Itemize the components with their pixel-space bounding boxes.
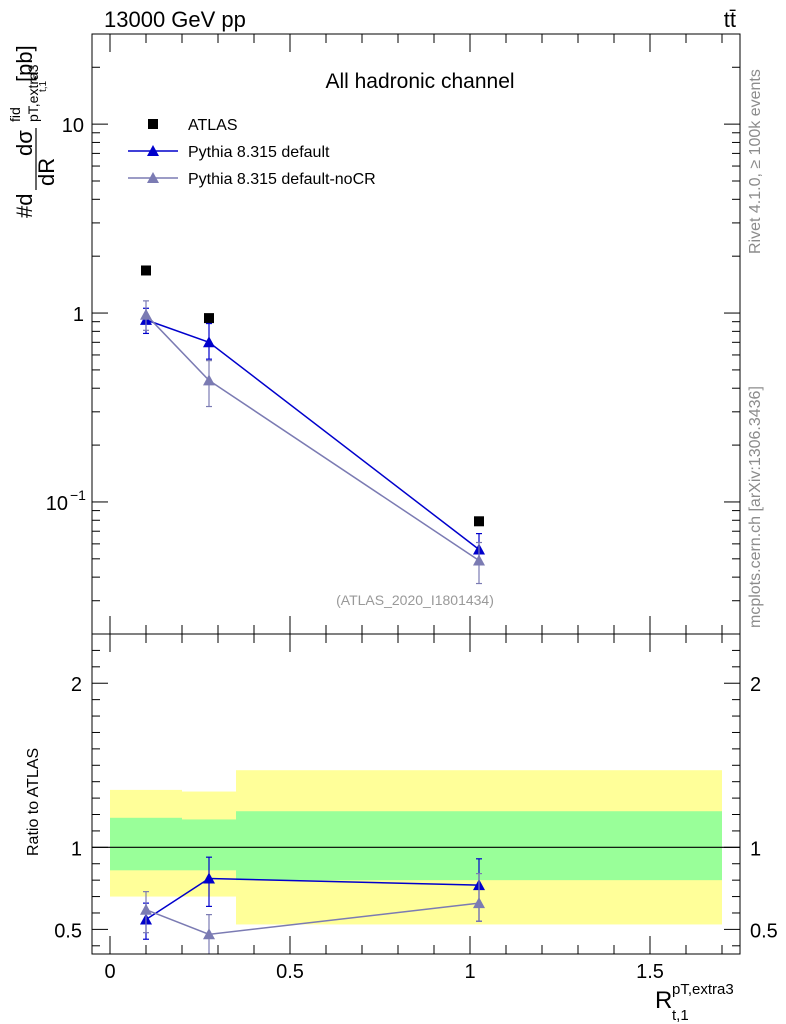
x-label-subscript: t,1	[672, 1007, 689, 1024]
legend-label: Pythia 8.315 default	[188, 144, 330, 161]
legend-label: Pythia 8.315 default-noCR	[188, 171, 376, 188]
ratio-y-tick-label-right: 0.5	[750, 920, 778, 942]
ratio-y-tick-label-left: 1	[71, 838, 82, 860]
side-text-mcplots: mcplots.cern.ch [arXiv:1306.3436]	[747, 386, 764, 628]
x-tick-label: 1	[464, 961, 475, 983]
x-label-superscript: pT,extra3	[672, 981, 734, 998]
data-point-square	[474, 516, 484, 527]
analysis-id-annotation: (ATLAS_2020_I1801434)	[336, 592, 494, 608]
x-tick-label: 0.5	[276, 961, 304, 983]
ratio-y-tick-label-left: 0.5	[54, 920, 82, 942]
header-process-label: tt̄	[724, 7, 736, 32]
ratio-data-point-triangle	[203, 872, 215, 884]
x-label-main: R	[655, 987, 672, 1014]
legend-marker-triangle	[147, 172, 159, 183]
main-title: All hadronic channel	[325, 70, 514, 93]
y-label-subsubscript: t,1	[38, 80, 49, 92]
x-tick-label: 0	[104, 961, 115, 983]
ratio-frame	[91, 633, 741, 955]
series-pythia-8-315-default-nocr	[140, 300, 485, 585]
data-point-triangle	[140, 308, 152, 320]
data-point-triangle	[203, 374, 215, 386]
y-label-superscript: fid	[7, 107, 23, 122]
x-tick-label: 1.5	[636, 961, 664, 983]
series-pythia-8-315-default	[140, 307, 485, 563]
y-tick-label: 10	[46, 493, 68, 515]
y-label-numerator: dσ	[12, 130, 37, 156]
main-y-axis-label: #d dσ fid pT,extra3 t,1 dR [pb]	[7, 45, 59, 218]
y-tick-label: 1	[73, 304, 84, 326]
side-text-rivet: Rivet 4.1.0, ≥ 100k events	[747, 69, 764, 254]
data-point-triangle	[473, 554, 485, 566]
data-point-square	[141, 265, 151, 276]
ratio-data-point-triangle	[203, 928, 215, 940]
series-line	[145, 319, 480, 551]
ratio-plot-panel: 0.5 0.5 1 1 2 2 0 0.5 1 1.5 Ratio to ATLAS R pT,…	[25, 633, 778, 1024]
legend: ATLAS Pythia 8.315 default Pythia 8.315 de…	[128, 117, 376, 188]
ratio-y-tick-label-right: 2	[750, 674, 761, 696]
legend-marker-square	[148, 119, 158, 129]
legend-marker-triangle	[147, 145, 159, 156]
y-tick-label: 10	[62, 115, 84, 137]
data-point-square	[204, 313, 214, 324]
y-label-subscript: pT,extra3	[25, 64, 41, 122]
uncertainty-band-inner	[110, 817, 182, 871]
x-axis-label: R pT,extra3 t,1	[655, 981, 734, 1024]
data-point-triangle	[203, 336, 215, 348]
y-label-denominator: dR	[34, 158, 59, 186]
series-line	[145, 314, 480, 562]
legend-entry: Pythia 8.315 default	[128, 144, 330, 161]
ratio-data-point-triangle	[473, 897, 485, 909]
ratio-y-tick-label-left: 2	[71, 674, 82, 696]
series-atlas	[141, 265, 484, 527]
header-energy-label: 13000 GeV pp	[104, 7, 246, 32]
y-tick-label-exponent: −1	[70, 487, 86, 503]
legend-entry: ATLAS	[148, 117, 238, 134]
ratio-series-pythia-8-315-default-nocr	[140, 872, 485, 954]
y-label-unit: [pb]	[12, 45, 37, 82]
ratio-data-point-triangle	[140, 903, 152, 915]
ratio-y-axis-label: Ratio to ATLAS	[25, 748, 42, 856]
legend-entry: Pythia 8.315 default-noCR	[128, 171, 376, 188]
legend-label: ATLAS	[188, 117, 238, 134]
ratio-y-tick-label-right: 1	[750, 838, 761, 860]
y-label-prefix: #d	[12, 194, 37, 218]
